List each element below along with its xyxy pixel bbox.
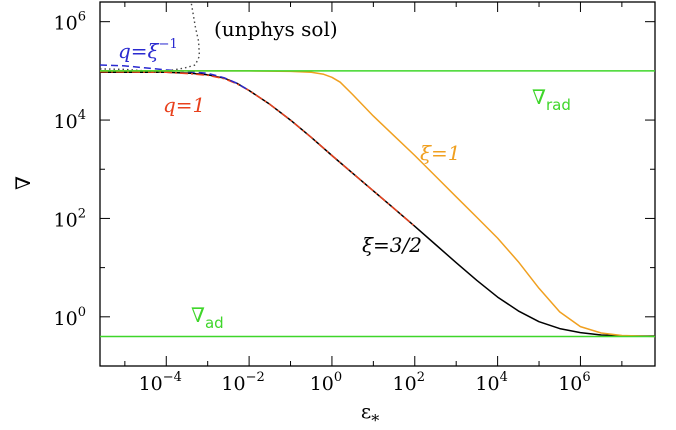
y-tick-label: 102 bbox=[54, 206, 86, 231]
plot-frame bbox=[99, 1, 656, 367]
axis-ticks bbox=[100, 2, 655, 367]
series-line-q-1 bbox=[99, 71, 416, 227]
annotation-label-q-1: q=1 bbox=[163, 93, 205, 117]
y-tick-label: 100 bbox=[54, 305, 86, 330]
annotation-label-unphys: (unphys sol) bbox=[214, 17, 338, 41]
y-axis-label: ∇ bbox=[11, 176, 35, 190]
x-tick-label: 102 bbox=[393, 370, 425, 395]
annotation-label-q-xi-inv: q=ξ−1 bbox=[118, 37, 178, 63]
x-tick-label: 106 bbox=[558, 370, 590, 395]
annotations: q=ξ−1 (unphys sol) q=1 ∇rad ξ=1 ξ=3/2 ∇ad bbox=[118, 17, 571, 332]
series-line-q-xi-inv bbox=[99, 64, 250, 92]
x-tick-label: 100 bbox=[310, 370, 342, 395]
annotation-label-xi-1: ξ=1 bbox=[420, 141, 461, 165]
y-tick-label: 104 bbox=[54, 108, 86, 133]
annotation-label-xi-3-2: ξ=3/2 bbox=[362, 233, 422, 257]
x-tick-label: 10−4 bbox=[139, 370, 182, 395]
y-tick-label: 106 bbox=[54, 10, 86, 35]
series-line-xi-1 bbox=[100, 70, 656, 338]
x-tick-label: 10−2 bbox=[221, 370, 264, 395]
annotation-label-nabla-rad: ∇rad bbox=[532, 85, 571, 114]
x-tick-label: 104 bbox=[475, 370, 507, 395]
annotation-label-nabla-ad: ∇ad bbox=[191, 303, 224, 332]
series-layer bbox=[99, 1, 656, 338]
x-axis-label: ε* bbox=[361, 399, 379, 430]
